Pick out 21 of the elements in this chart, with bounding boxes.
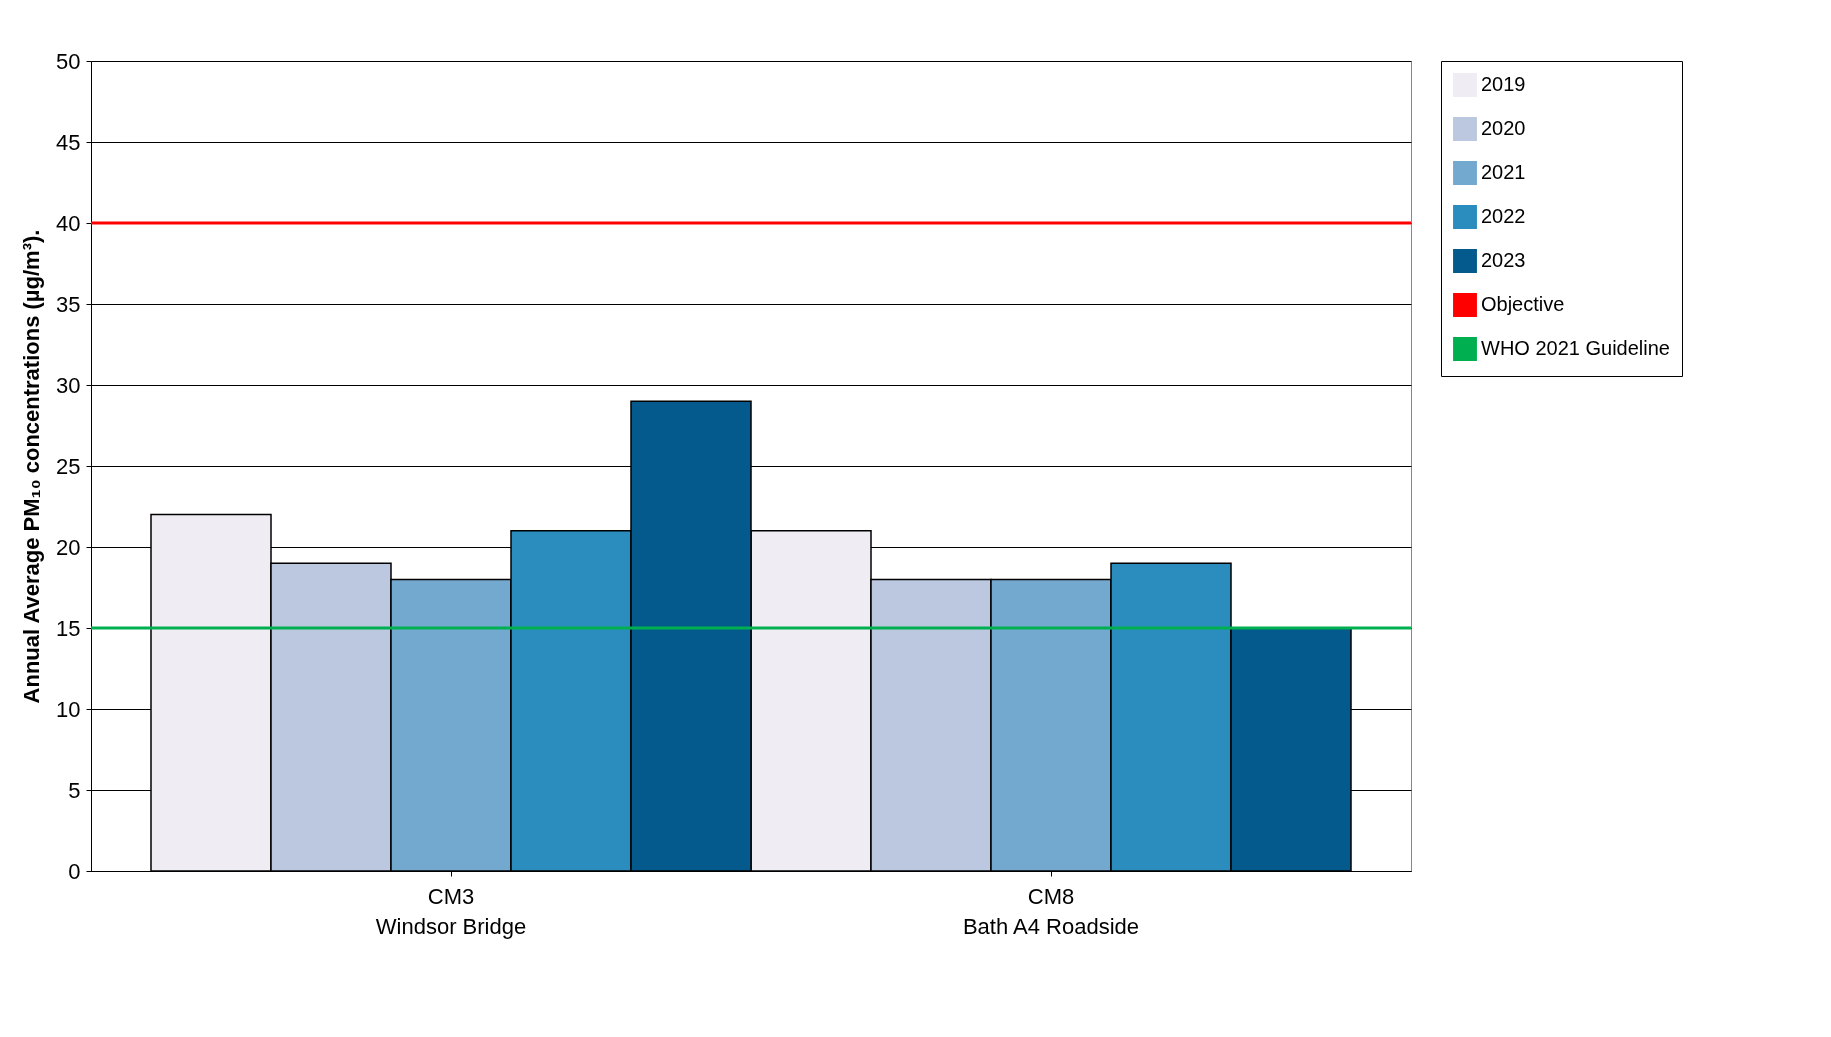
legend-label: 2023 [1481,249,1526,271]
x-tick-label: CM8 Bath A4 Roadside [962,883,1140,939]
y-tick-label: 30 [56,372,81,398]
legend-label: 2022 [1481,205,1526,227]
legend-label: 2019 [1481,73,1526,95]
y-tick-label: 0 [68,858,81,884]
y-axis-title: Annual Average PM₁₀ concentrations (µg/m³). [19,229,45,704]
legend-label: WHO 2021 Guideline [1481,337,1670,359]
y-tick-label: 15 [56,615,81,641]
legend-label: Objective [1481,293,1565,315]
y-tick-label: 10 [56,696,81,722]
y-tick-label: 50 [56,48,81,74]
x-tick-label: CM3 Windsor Bridge [375,883,527,939]
y-tick-label: 40 [56,210,81,236]
y-tick-label: 45 [56,129,81,155]
y-tick-label: 20 [56,534,81,560]
legend-label: 2021 [1481,161,1526,183]
y-tick-label: 5 [68,777,81,803]
y-tick-label: 35 [56,291,81,317]
legend-label: 2020 [1481,117,1526,139]
y-tick-label: 25 [56,453,81,479]
